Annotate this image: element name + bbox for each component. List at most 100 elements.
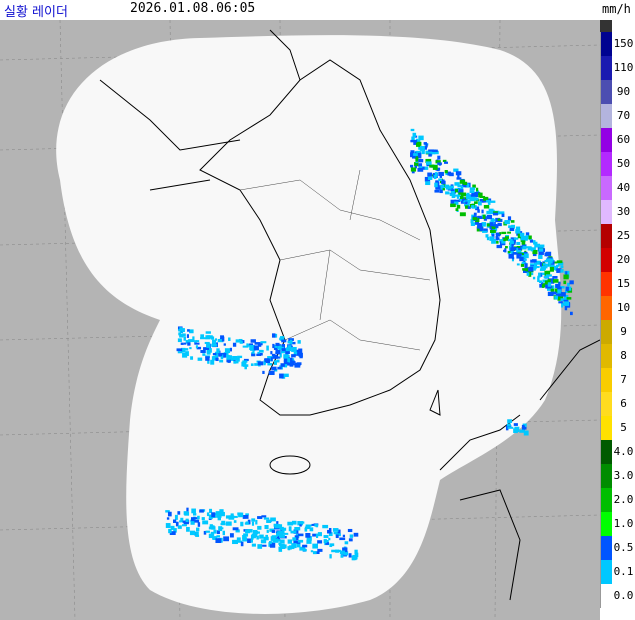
echo bbox=[483, 204, 490, 209]
echo bbox=[245, 521, 249, 525]
echo bbox=[426, 163, 431, 167]
echo bbox=[289, 345, 293, 348]
echo bbox=[510, 249, 514, 254]
echo bbox=[532, 267, 537, 270]
echo bbox=[513, 423, 518, 426]
echo bbox=[469, 187, 476, 191]
echo bbox=[455, 208, 459, 212]
echo bbox=[520, 238, 526, 242]
echo bbox=[510, 220, 515, 223]
echo bbox=[490, 229, 496, 233]
echo bbox=[483, 196, 489, 201]
echo bbox=[257, 516, 263, 519]
echo bbox=[528, 271, 532, 277]
echo bbox=[344, 541, 349, 545]
echo bbox=[472, 184, 476, 188]
echo bbox=[501, 213, 505, 217]
echo bbox=[541, 283, 545, 288]
echo bbox=[507, 419, 513, 423]
echo bbox=[292, 537, 297, 541]
echo bbox=[328, 537, 331, 541]
echo bbox=[187, 329, 190, 332]
echo bbox=[195, 531, 199, 536]
echo bbox=[339, 537, 346, 541]
echo bbox=[174, 514, 178, 520]
echo bbox=[285, 350, 290, 355]
echo bbox=[206, 352, 211, 355]
echo bbox=[183, 336, 186, 341]
legend-label: 6 bbox=[620, 397, 627, 410]
echo bbox=[271, 530, 276, 533]
echo bbox=[557, 296, 564, 301]
echo bbox=[491, 231, 495, 236]
echo bbox=[469, 196, 476, 202]
echo bbox=[251, 543, 256, 547]
echo bbox=[197, 522, 201, 527]
echo bbox=[492, 212, 498, 216]
echo bbox=[273, 523, 279, 527]
echo bbox=[189, 530, 196, 536]
legend-swatch bbox=[600, 272, 612, 296]
echo bbox=[189, 347, 192, 350]
echo bbox=[199, 509, 204, 513]
echo bbox=[327, 529, 332, 534]
echo bbox=[333, 531, 340, 535]
echo bbox=[329, 543, 333, 548]
echo bbox=[294, 526, 301, 531]
echo bbox=[268, 541, 272, 545]
echo bbox=[257, 343, 262, 347]
echo bbox=[280, 363, 285, 367]
echo bbox=[250, 339, 256, 343]
legend-label: 150 bbox=[613, 37, 634, 50]
echo bbox=[538, 248, 544, 253]
echo bbox=[278, 546, 281, 550]
echo bbox=[279, 337, 284, 341]
legend-label: 0.1 bbox=[613, 565, 634, 578]
echo bbox=[294, 543, 297, 549]
echo bbox=[225, 355, 231, 358]
echo bbox=[331, 549, 337, 553]
legend-label: 40 bbox=[616, 181, 631, 194]
echo bbox=[512, 252, 518, 255]
echo bbox=[550, 291, 557, 295]
header: 실황 레이더 2026.01.08.06:05 mm/h bbox=[0, 0, 635, 20]
echo bbox=[242, 345, 249, 348]
echo bbox=[250, 363, 254, 366]
echo bbox=[201, 517, 205, 521]
echo bbox=[191, 508, 196, 514]
echo bbox=[510, 237, 516, 242]
echo bbox=[449, 185, 454, 189]
legend-swatch bbox=[600, 224, 612, 248]
echo bbox=[322, 524, 329, 529]
legend-top bbox=[600, 20, 612, 32]
echo bbox=[435, 160, 441, 164]
echo bbox=[188, 339, 195, 343]
echo bbox=[462, 183, 467, 188]
echo bbox=[565, 286, 569, 292]
echo bbox=[254, 342, 261, 345]
echo bbox=[503, 237, 506, 242]
echo bbox=[224, 348, 231, 354]
echo bbox=[434, 182, 438, 188]
echo bbox=[437, 155, 441, 160]
echo bbox=[434, 150, 439, 155]
echo bbox=[211, 512, 216, 518]
echo bbox=[347, 528, 353, 533]
echo bbox=[220, 511, 225, 517]
echo bbox=[244, 366, 247, 370]
echo bbox=[544, 280, 551, 285]
echo bbox=[410, 164, 414, 168]
echo bbox=[189, 329, 194, 334]
echo bbox=[438, 186, 443, 189]
echo bbox=[508, 225, 513, 229]
echo bbox=[223, 536, 230, 542]
echo bbox=[518, 250, 521, 256]
echo bbox=[306, 540, 312, 544]
echo bbox=[518, 247, 522, 251]
echo bbox=[270, 357, 273, 362]
echo bbox=[166, 517, 170, 520]
echo bbox=[281, 339, 287, 343]
legend-bar bbox=[600, 20, 612, 608]
legend-swatch bbox=[600, 80, 612, 104]
echo bbox=[326, 539, 329, 544]
